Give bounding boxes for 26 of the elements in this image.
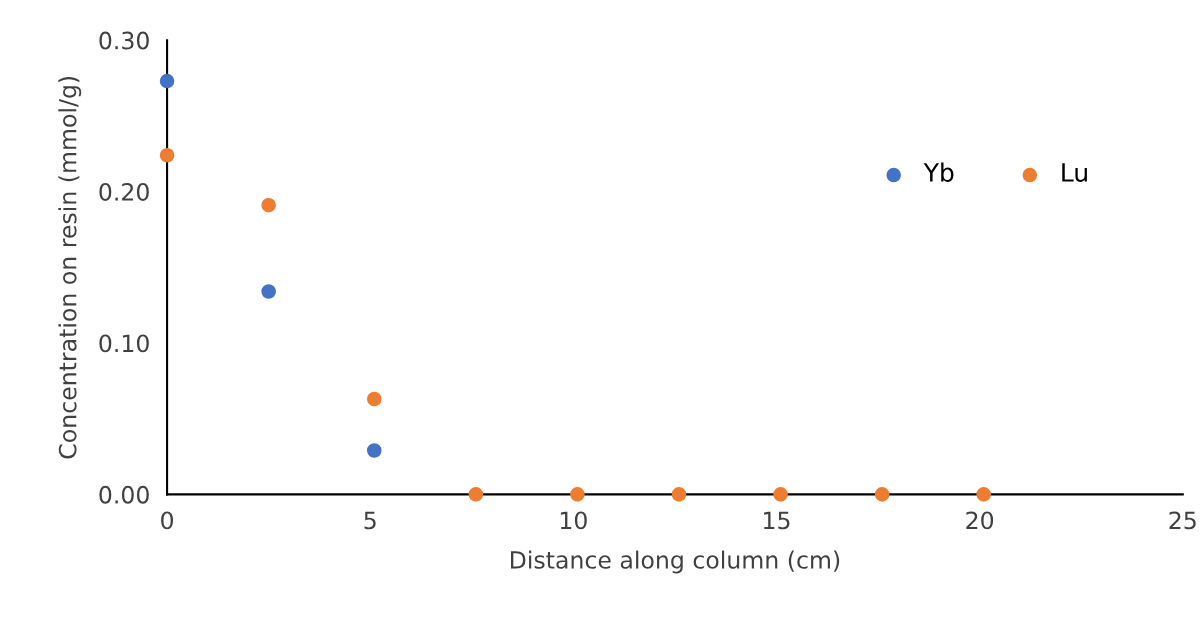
- y-tick-label: 0.10: [99, 334, 149, 353]
- point: [773, 487, 788, 502]
- point: [366, 443, 382, 458]
- y-tick-label: 0.00: [99, 485, 149, 504]
- y-tick-label: 0.20: [99, 183, 149, 201]
- point: [159, 147, 175, 163]
- point: [570, 487, 585, 502]
- x-tick-label: 5: [364, 511, 376, 530]
- y-axis-title: Concentration on resin (mmol/g): [58, 76, 82, 459]
- point: [159, 73, 175, 89]
- point: [468, 487, 484, 502]
- legend-label: Yb: [923, 162, 954, 182]
- x-tick-label: 25: [1169, 511, 1196, 530]
- point: [366, 391, 382, 407]
- y-tick-label: 0.30: [99, 31, 149, 50]
- point: [261, 284, 276, 299]
- x-tick-label: 10: [560, 511, 587, 530]
- x-tick-label: 20: [966, 511, 994, 530]
- point: [261, 197, 276, 213]
- point: [671, 487, 687, 502]
- point: [874, 487, 890, 502]
- legend-label: Lu: [1062, 163, 1087, 182]
- point: [976, 487, 991, 502]
- x-tick-label: 15: [764, 511, 790, 530]
- x-axis-title: Distance along column (cm): [510, 550, 840, 574]
- x-tick-label: 0: [161, 511, 174, 530]
